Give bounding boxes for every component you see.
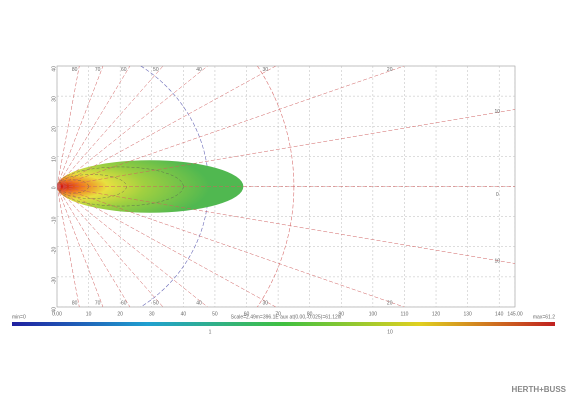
x-tick-label: 130	[463, 311, 472, 317]
x-tick-label: 30	[149, 311, 155, 317]
angle-label: 10	[494, 109, 500, 115]
x-tick-label: 0.00	[52, 311, 62, 317]
legend-mark: 1	[209, 329, 212, 335]
angle-ray	[57, 186, 104, 307]
angle-label: 10	[494, 259, 500, 265]
angle-ray	[57, 66, 405, 187]
color-scale-bar	[12, 322, 555, 326]
angle-ray	[57, 66, 104, 187]
y-tick-label: 0	[51, 186, 57, 189]
angle-ray	[57, 66, 131, 187]
y-tick-label: -20	[51, 247, 57, 254]
angle-label: 80	[72, 67, 78, 73]
angle-ray	[57, 186, 515, 264]
angle-label: 80	[72, 301, 78, 307]
x-tick-label: 140	[495, 311, 504, 317]
brand-logo: HERTH+BUSS	[512, 385, 567, 394]
legend-max: max=61.2	[533, 314, 555, 320]
x-tick-label: 100	[369, 311, 378, 317]
angle-ray	[57, 186, 80, 307]
y-tick-label: -40	[51, 307, 57, 314]
y-tick-label: 40	[51, 66, 57, 72]
x-tick-label: 70	[275, 311, 281, 317]
angle-label: 30	[262, 67, 268, 73]
x-tick-label: 20	[117, 311, 123, 317]
angle-ray	[57, 186, 208, 307]
angle-ray	[57, 186, 131, 307]
x-tick-label: 120	[432, 311, 441, 317]
angle-label: 40	[196, 67, 202, 73]
x-tick-label: 80	[307, 311, 313, 317]
angle-label: 0	[496, 192, 499, 198]
angle-label: 20	[387, 301, 393, 307]
angle-ray	[57, 66, 164, 187]
legend-min: min=0	[12, 314, 26, 320]
angle-ray	[57, 66, 80, 187]
x-tick-label: 110	[400, 311, 408, 317]
angle-label: 70	[95, 301, 101, 307]
x-tick-label: 90	[338, 311, 344, 317]
x-tick-label: 50	[212, 311, 218, 317]
angle-label: 70	[95, 67, 101, 73]
y-tick-label: -30	[51, 277, 57, 284]
x-tick-label: 60	[244, 311, 250, 317]
angle-label: 20	[387, 67, 393, 73]
x-tick-label: 145.00	[507, 311, 523, 317]
angle-label: 60	[121, 301, 127, 307]
angle-ray	[57, 109, 515, 187]
x-tick-label: 40	[181, 311, 187, 317]
angle-ray	[57, 186, 405, 307]
angle-label: 40	[196, 301, 202, 307]
angle-label: 30	[262, 301, 268, 307]
angle-label: 60	[121, 67, 127, 73]
angle-label: 50	[153, 67, 159, 73]
y-tick-label: -10	[51, 216, 57, 223]
angle-ray	[57, 186, 164, 307]
angle-ray	[57, 66, 208, 187]
legend-caption: Scale=2.49m=396.1E aux at(0.00,-0.025)=6…	[231, 314, 342, 320]
angle-label: 50	[153, 301, 159, 307]
x-tick-label: 10	[86, 311, 92, 317]
legend-mark: 10	[387, 329, 393, 335]
y-tick-label: 10	[51, 156, 57, 162]
y-tick-label: 30	[51, 96, 57, 102]
y-tick-label: 20	[51, 126, 57, 132]
